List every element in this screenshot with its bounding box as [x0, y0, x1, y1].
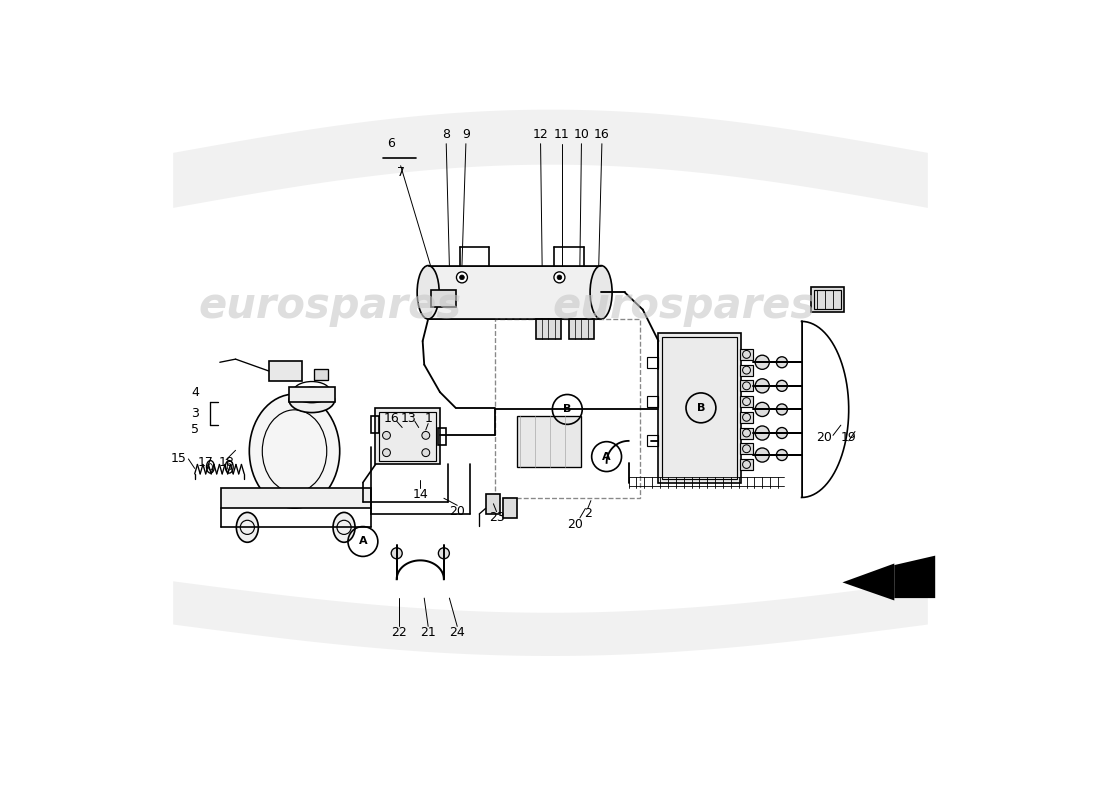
Bar [495, 319, 640, 498]
Circle shape [557, 275, 562, 280]
Text: 10: 10 [573, 127, 590, 141]
Bar [740, 396, 752, 407]
Circle shape [756, 426, 769, 440]
Polygon shape [843, 563, 894, 601]
Bar [503, 498, 517, 518]
Circle shape [383, 431, 390, 439]
Ellipse shape [250, 394, 340, 508]
Circle shape [777, 450, 788, 461]
Bar [814, 290, 840, 309]
Text: 9: 9 [462, 127, 470, 141]
Text: 24: 24 [450, 626, 465, 639]
Text: B: B [563, 405, 572, 414]
Text: 16: 16 [383, 411, 399, 425]
Circle shape [756, 355, 769, 370]
Bar [289, 387, 334, 402]
Circle shape [756, 378, 769, 393]
Text: 3: 3 [191, 407, 199, 420]
Bar [375, 408, 440, 465]
Ellipse shape [333, 513, 355, 542]
Text: 5: 5 [191, 423, 199, 436]
Text: 1: 1 [425, 411, 432, 425]
Text: 17: 17 [198, 456, 213, 470]
Bar [740, 365, 752, 376]
Text: 20: 20 [568, 518, 583, 530]
Text: 8: 8 [442, 127, 450, 141]
Bar [268, 361, 301, 381]
Text: 21: 21 [420, 626, 436, 639]
Circle shape [439, 548, 450, 558]
Text: 6: 6 [387, 137, 395, 150]
Bar [485, 494, 499, 514]
Bar [740, 349, 752, 360]
Bar [569, 319, 594, 339]
Text: eurospares: eurospares [198, 285, 462, 326]
Circle shape [554, 272, 565, 283]
Circle shape [777, 357, 788, 368]
Circle shape [460, 275, 464, 280]
Circle shape [422, 449, 430, 457]
Bar [740, 427, 752, 438]
Bar [740, 412, 752, 422]
Text: 13: 13 [400, 411, 417, 425]
Bar [811, 286, 844, 312]
Bar [662, 337, 737, 478]
Text: 22: 22 [392, 626, 407, 639]
Circle shape [756, 448, 769, 462]
Text: 12: 12 [532, 127, 549, 141]
Bar [647, 396, 659, 407]
Circle shape [422, 431, 430, 439]
Bar [379, 412, 436, 461]
Text: 19: 19 [840, 431, 857, 444]
Text: eurospares: eurospares [552, 285, 815, 326]
Circle shape [777, 380, 788, 391]
Text: 2: 2 [584, 507, 592, 521]
Bar [517, 416, 582, 467]
Text: 23: 23 [488, 511, 505, 525]
Text: 20: 20 [449, 505, 465, 518]
Text: A: A [359, 537, 367, 546]
Text: 18: 18 [218, 456, 234, 470]
Ellipse shape [417, 266, 439, 319]
Text: 20: 20 [815, 431, 832, 444]
Polygon shape [894, 556, 935, 598]
Bar [647, 435, 659, 446]
Bar [740, 380, 752, 391]
Circle shape [756, 402, 769, 417]
Text: 7: 7 [397, 166, 405, 178]
Circle shape [383, 449, 390, 457]
Bar [371, 416, 378, 433]
Bar [221, 488, 371, 509]
Bar [647, 357, 659, 368]
Bar [430, 290, 455, 307]
Text: 11: 11 [554, 127, 570, 141]
Text: A: A [603, 451, 611, 462]
Bar [428, 266, 601, 319]
Ellipse shape [236, 513, 258, 542]
Text: B: B [696, 403, 705, 413]
Circle shape [392, 548, 403, 558]
Bar [315, 369, 328, 379]
Circle shape [777, 427, 788, 438]
Text: 4: 4 [191, 386, 199, 398]
Text: 14: 14 [412, 488, 428, 501]
Ellipse shape [289, 387, 334, 413]
Circle shape [456, 272, 468, 283]
Ellipse shape [590, 266, 612, 319]
Text: 15: 15 [170, 453, 187, 466]
Text: 16: 16 [594, 127, 609, 141]
Bar [740, 443, 752, 454]
Bar [439, 427, 447, 445]
Bar [536, 319, 561, 339]
Circle shape [777, 404, 788, 415]
Bar [659, 333, 741, 482]
Bar [740, 459, 752, 470]
